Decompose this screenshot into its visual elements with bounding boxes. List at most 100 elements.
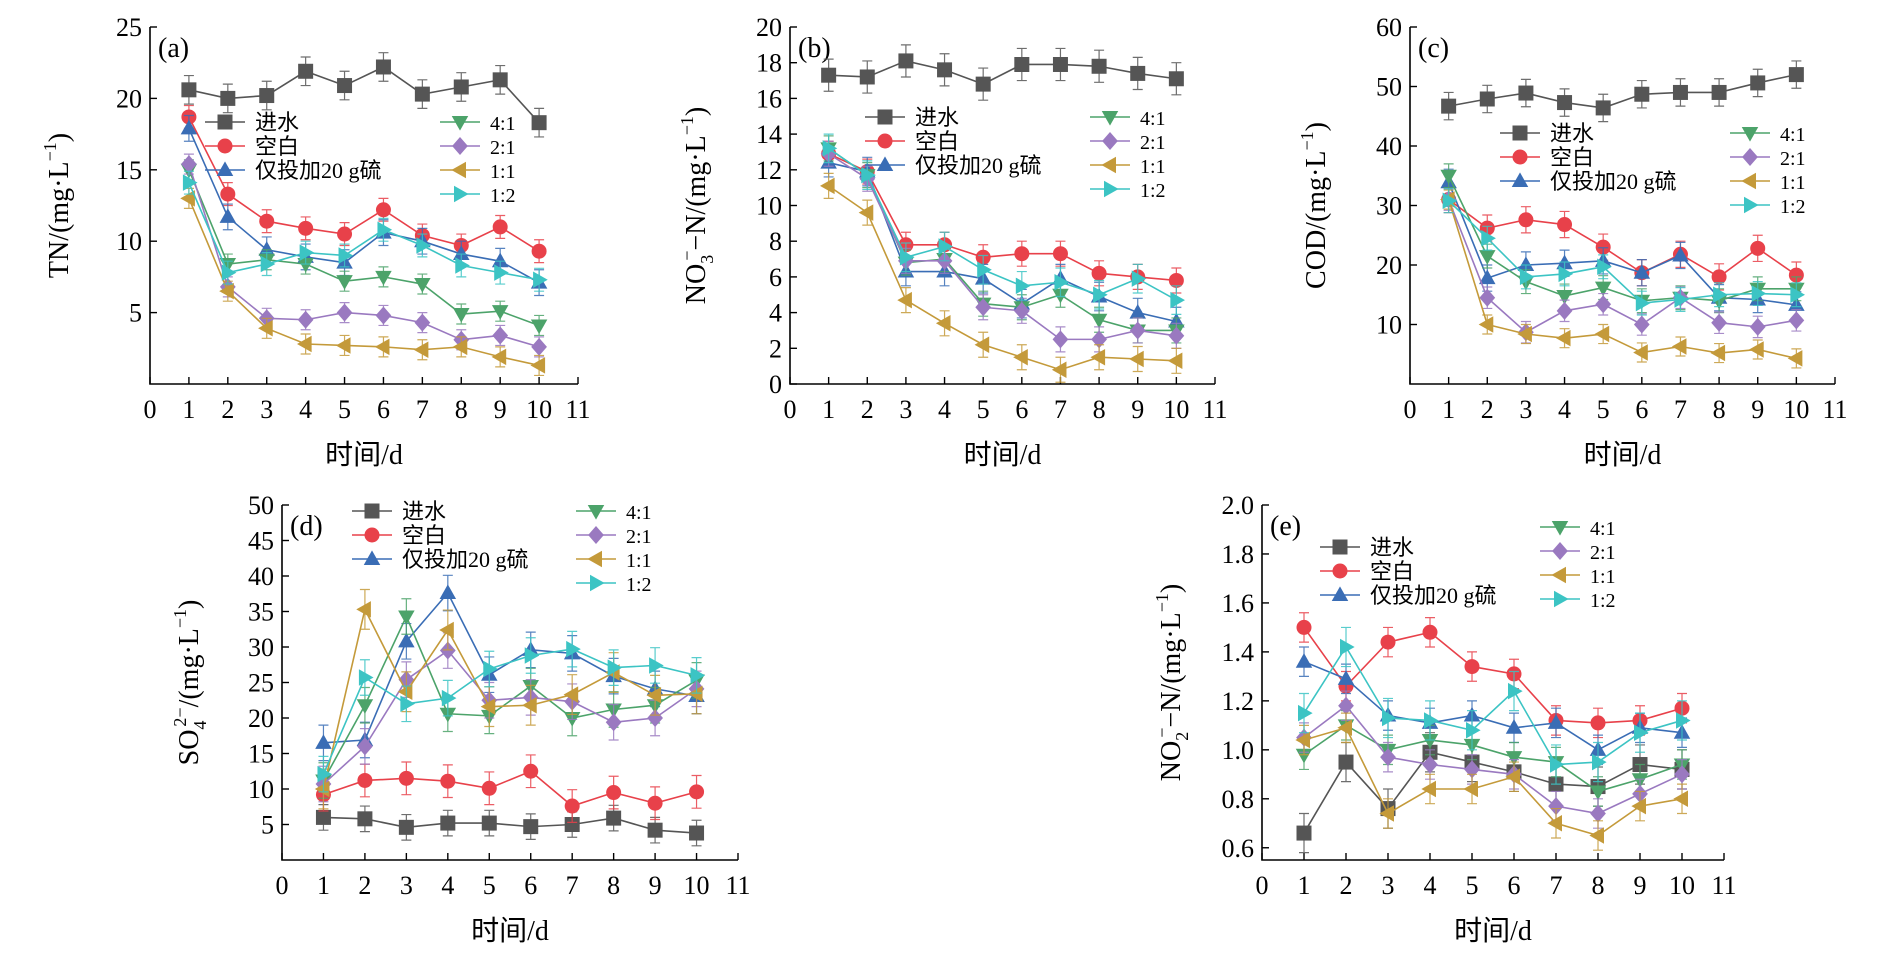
data-point — [606, 810, 622, 826]
data-point — [414, 86, 430, 102]
y-tick-label: 1.6 — [1222, 589, 1255, 618]
data-point — [480, 698, 496, 715]
data-point — [338, 247, 354, 264]
data-point — [335, 337, 351, 354]
legend-marker — [1554, 590, 1569, 608]
y-tick-label: 8 — [769, 227, 782, 256]
data-point — [336, 275, 353, 290]
legend-label-ratio-4-1: 4:1 — [626, 502, 652, 524]
data-point — [1671, 338, 1687, 355]
data-point — [1592, 753, 1607, 771]
data-point — [1298, 704, 1313, 722]
x-tick-label: 3 — [899, 395, 912, 424]
y-axis-title-main: SO — [174, 730, 205, 766]
y-axis-title: SO42−/(mg·L−1) — [170, 600, 210, 766]
y-axis-title: COD/(mg·L−1) — [1297, 122, 1332, 289]
data-point — [1557, 95, 1573, 111]
data-point — [1589, 827, 1604, 844]
data-point — [530, 319, 548, 335]
data-point — [182, 174, 198, 191]
data-point — [1711, 269, 1727, 285]
data-point — [822, 140, 838, 157]
data-point — [531, 243, 547, 259]
data-point — [1424, 712, 1439, 729]
data-point — [357, 772, 373, 788]
data-point — [1338, 696, 1354, 715]
data-point — [1091, 330, 1107, 349]
data-point — [1052, 56, 1068, 72]
data-point — [531, 337, 547, 356]
legend-label-ratio-1-2: 1:2 — [490, 185, 516, 207]
x-tick-label: 9 — [1131, 395, 1144, 424]
legend-label-ratio-1-2: 1:2 — [1590, 590, 1616, 612]
data-point — [220, 186, 236, 202]
data-point — [1440, 169, 1457, 185]
y-axis-title-sup: −1 — [40, 142, 60, 161]
data-point — [1635, 294, 1651, 312]
series-line — [323, 770, 697, 807]
panel-label: (a) — [158, 33, 189, 64]
series-ratio-1-1 — [820, 172, 1183, 383]
series-blank — [1296, 612, 1690, 739]
data-point — [414, 313, 431, 332]
data-point — [481, 815, 497, 831]
x-tick-label: 1 — [1298, 871, 1311, 900]
x-tick-label: 3 — [1382, 871, 1395, 900]
data-point — [1463, 780, 1478, 798]
y-tick-label: 18 — [756, 49, 782, 78]
data-point — [607, 659, 623, 676]
x-tick-label: 10 — [1783, 395, 1809, 424]
data-point — [564, 798, 580, 814]
x-tick-label: 2 — [1481, 395, 1494, 424]
series-ratio-1-1 — [1295, 712, 1688, 851]
x-tick-label: 7 — [416, 395, 429, 424]
legend-marker — [1511, 172, 1529, 187]
data-point — [439, 641, 456, 660]
y-tick-label: 15 — [116, 156, 142, 185]
series-line — [828, 147, 1177, 301]
data-point — [1518, 212, 1534, 228]
legend-label-ratio-1-1: 1:1 — [1780, 172, 1806, 194]
data-point — [453, 245, 470, 261]
series-line — [323, 591, 697, 744]
series-ratio-1-1 — [314, 588, 703, 810]
data-point — [492, 326, 509, 345]
data-point — [1519, 268, 1535, 286]
data-point — [1518, 85, 1534, 101]
data-point — [1296, 825, 1312, 841]
data-point — [1090, 348, 1106, 366]
legend-label-blank: 空白 — [915, 129, 959, 154]
data-point — [297, 335, 312, 353]
series-line — [828, 60, 1177, 85]
legend-label-influent: 进水 — [255, 110, 299, 135]
x-tick-label: 10 — [684, 871, 710, 900]
data-point — [899, 249, 915, 266]
data-point — [358, 669, 374, 686]
x-tick-label: 1 — [1442, 395, 1455, 424]
x-tick-label: 6 — [1015, 395, 1028, 424]
data-point — [1129, 350, 1144, 368]
x-tick-label: 7 — [1054, 395, 1067, 424]
data-point — [400, 695, 415, 713]
series-line — [1448, 200, 1797, 304]
data-point — [299, 244, 315, 261]
y-tick-label: 10 — [116, 227, 142, 256]
data-point — [1750, 75, 1766, 91]
legend-marker — [1551, 566, 1566, 584]
data-point — [690, 667, 706, 684]
legend-marker — [1742, 148, 1758, 166]
y-tick-label: 2 — [769, 334, 782, 363]
data-point — [937, 62, 953, 78]
x-tick-label: 11 — [725, 871, 750, 900]
x-tick-label: 11 — [1711, 871, 1736, 900]
data-point — [219, 282, 234, 300]
data-point — [1168, 272, 1184, 288]
legend-marker — [1331, 586, 1349, 601]
x-tick-label: 11 — [1202, 395, 1227, 424]
data-point — [181, 155, 197, 174]
data-point — [453, 79, 469, 95]
data-point — [1788, 67, 1804, 83]
data-point — [605, 713, 622, 732]
legend-marker — [587, 550, 602, 568]
legend-marker — [1332, 539, 1348, 555]
